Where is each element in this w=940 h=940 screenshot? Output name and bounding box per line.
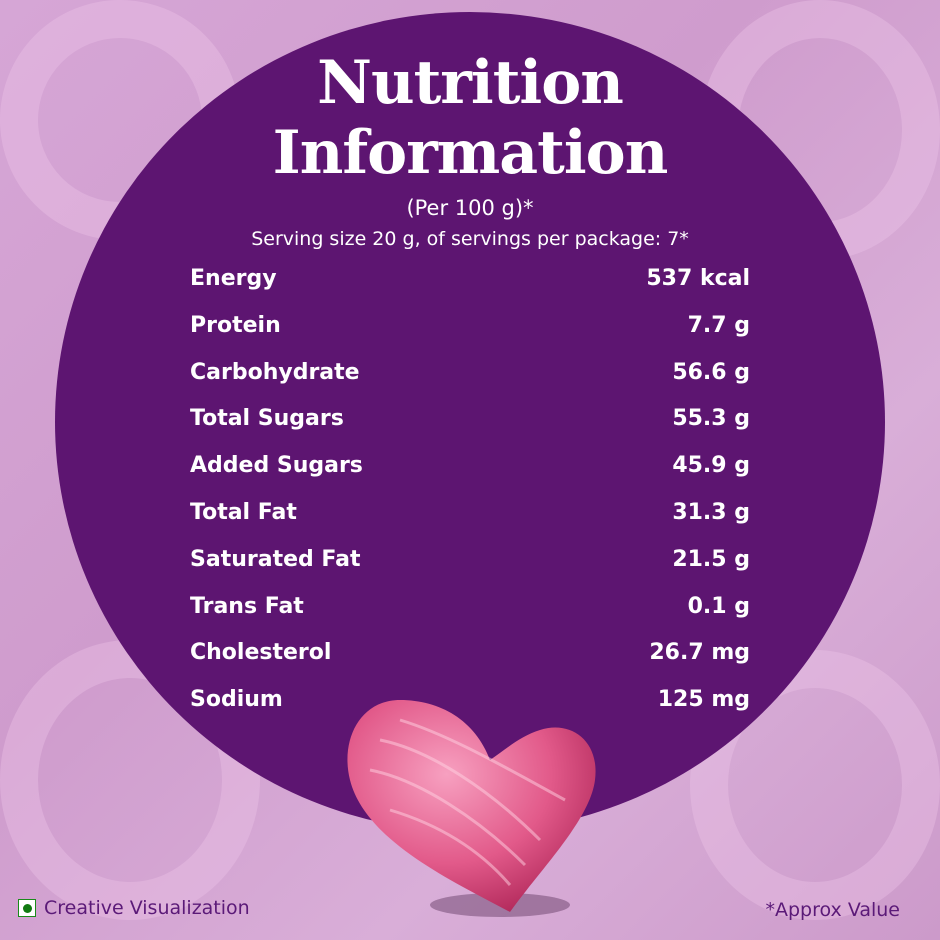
title-line-1: Nutrition: [317, 48, 624, 118]
nutrient-value: 56.6 g: [672, 359, 750, 385]
creative-visualization-label: Creative Visualization: [44, 897, 250, 919]
nutrient-name: Saturated Fat: [190, 546, 361, 572]
nutrient-value: 31.3 g: [672, 500, 750, 525]
creative-visualization-note: Creative Visualization: [18, 897, 250, 919]
nutrient-name: Carbohydrate: [190, 359, 360, 385]
nutrition-row: Sodium 125 mg: [190, 687, 750, 717]
serving-size-label: Serving size 20 g, of servings per packa…: [251, 228, 689, 250]
nutrition-row: Saturated Fat 21.5 g: [190, 547, 750, 577]
nutrient-name: Cholesterol: [190, 640, 332, 666]
nutrition-row: Added Sugars 45.9 g: [190, 453, 750, 483]
nutrient-value: 125 mg: [657, 687, 750, 713]
nutrition-row: Trans Fat 0.1 g: [190, 594, 750, 624]
veg-symbol-icon: [18, 899, 36, 917]
nutrition-row: Carbohydrate 56.6 g: [190, 360, 750, 390]
nutrition-row: Total Fat 31.3 g: [190, 500, 750, 530]
nutrient-name: Energy: [190, 266, 277, 291]
nutrient-value: 7.7 g: [687, 312, 750, 338]
nutrient-name: Added Sugars: [190, 453, 363, 479]
purple-circle-panel: [55, 12, 885, 832]
nutrient-name: Total Fat: [190, 500, 297, 525]
nutrient-value: 55.3 g: [672, 406, 750, 432]
approx-value-note: *Approx Value: [765, 899, 900, 921]
nutrient-value: 21.5 g: [672, 546, 750, 572]
nutrient-name: Trans Fat: [190, 593, 304, 619]
nutrient-value: 537 kcal: [646, 266, 750, 291]
nutrient-name: Protein: [190, 312, 281, 338]
nutrient-value: 0.1 g: [687, 593, 750, 619]
pink-heart-chocolate-image: [347, 700, 596, 917]
nutrient-name: Total Sugars: [190, 406, 344, 432]
nutrient-value: 45.9 g: [672, 453, 750, 479]
per-100g-label: (Per 100 g)*: [406, 196, 534, 220]
nutrition-row: Total Sugars 55.3 g: [190, 406, 750, 436]
nutrition-row: Energy 537 kcal: [190, 266, 750, 296]
nutrition-row: Cholesterol 26.7 mg: [190, 640, 750, 670]
nutrient-name: Sodium: [190, 687, 283, 713]
title-line-2: Information: [272, 118, 669, 188]
nutrition-row: Protein 7.7 g: [190, 313, 750, 343]
nutrient-value: 26.7 mg: [649, 640, 750, 666]
